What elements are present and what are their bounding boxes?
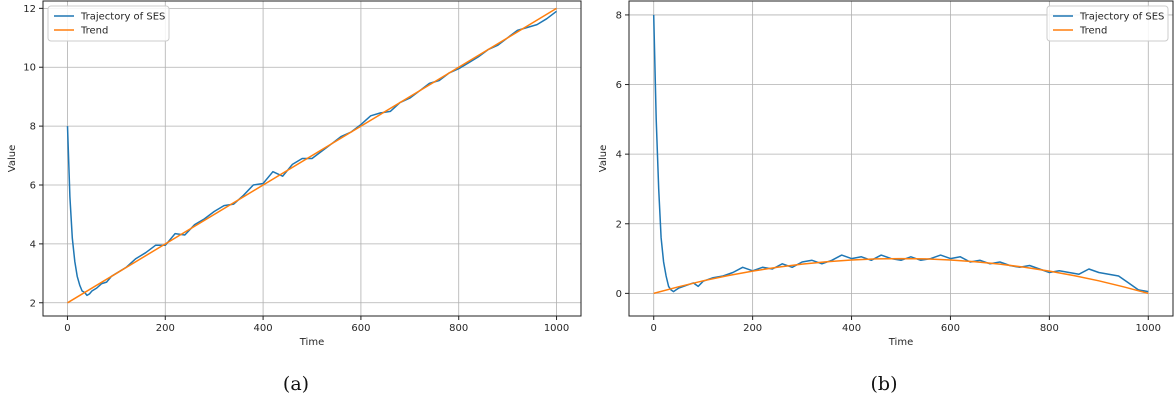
- series-line-trajectory-of-ses: [66, 10, 557, 297]
- y-tick-label: 0: [616, 289, 622, 300]
- panel-caption: (a): [283, 373, 309, 395]
- legend-box: [1046, 5, 1169, 42]
- y-axis-label: Value: [7, 145, 18, 172]
- y-tick-label: 8: [30, 122, 36, 133]
- legend: Trajectory of SES Trend: [47, 5, 170, 42]
- x-axis-label: Time: [888, 337, 913, 348]
- x-tick-label: 200: [743, 323, 762, 334]
- legend-label: Trajectory of SES: [80, 12, 165, 23]
- axes-frame: [628, 0, 1174, 317]
- y-tick-label: 4: [30, 239, 36, 250]
- x-tick-label: 0: [651, 323, 657, 334]
- y-tick-label: 2: [30, 298, 36, 309]
- y-tick-label: 2: [616, 219, 622, 230]
- y-tick-label: 6: [616, 80, 622, 91]
- y-tick-label: 12: [23, 4, 36, 15]
- x-tick-label: 800: [449, 323, 468, 334]
- legend-box: [47, 5, 170, 42]
- series-line-trend: [67, 7, 557, 304]
- y-tick-label: 10: [23, 63, 36, 74]
- x-tick-label: 1000: [1136, 323, 1161, 334]
- x-tick-label: 200: [156, 323, 175, 334]
- legend-label: Trend: [1079, 26, 1107, 37]
- legend-label: Trend: [80, 26, 108, 37]
- chart-panel-b: 0 200 400 600 800 1000 0 2 4 6 8 Time Value Trajector…: [598, 0, 1174, 395]
- axes-frame: [42, 0, 582, 317]
- x-tick-label: 600: [351, 323, 370, 334]
- x-tick-label: 600: [941, 323, 960, 334]
- y-tick-label: 8: [616, 10, 622, 21]
- chart-panel-a: 0 200 400 600 800 1000 2 4 6 8 10 12 Time Value Trajec…: [7, 0, 582, 395]
- x-tick-label: 400: [842, 323, 861, 334]
- plot-area: [629, 1, 1173, 316]
- x-tick-label: 400: [254, 323, 273, 334]
- x-tick-label: 800: [1040, 323, 1059, 334]
- legend: Trajectory of SES Trend: [1046, 5, 1169, 42]
- y-axis-label: Value: [598, 145, 609, 172]
- series-line-trajectory-of-ses: [652, 14, 1149, 293]
- series-line-trend: [653, 257, 1149, 295]
- x-tick-label: 0: [64, 323, 70, 334]
- x-axis-label: Time: [299, 337, 324, 348]
- x-tick-label: 1000: [544, 323, 569, 334]
- panel-caption: (b): [871, 373, 898, 395]
- legend-label: Trajectory of SES: [1079, 12, 1164, 23]
- y-tick-label: 4: [616, 150, 622, 161]
- y-tick-label: 6: [30, 180, 36, 191]
